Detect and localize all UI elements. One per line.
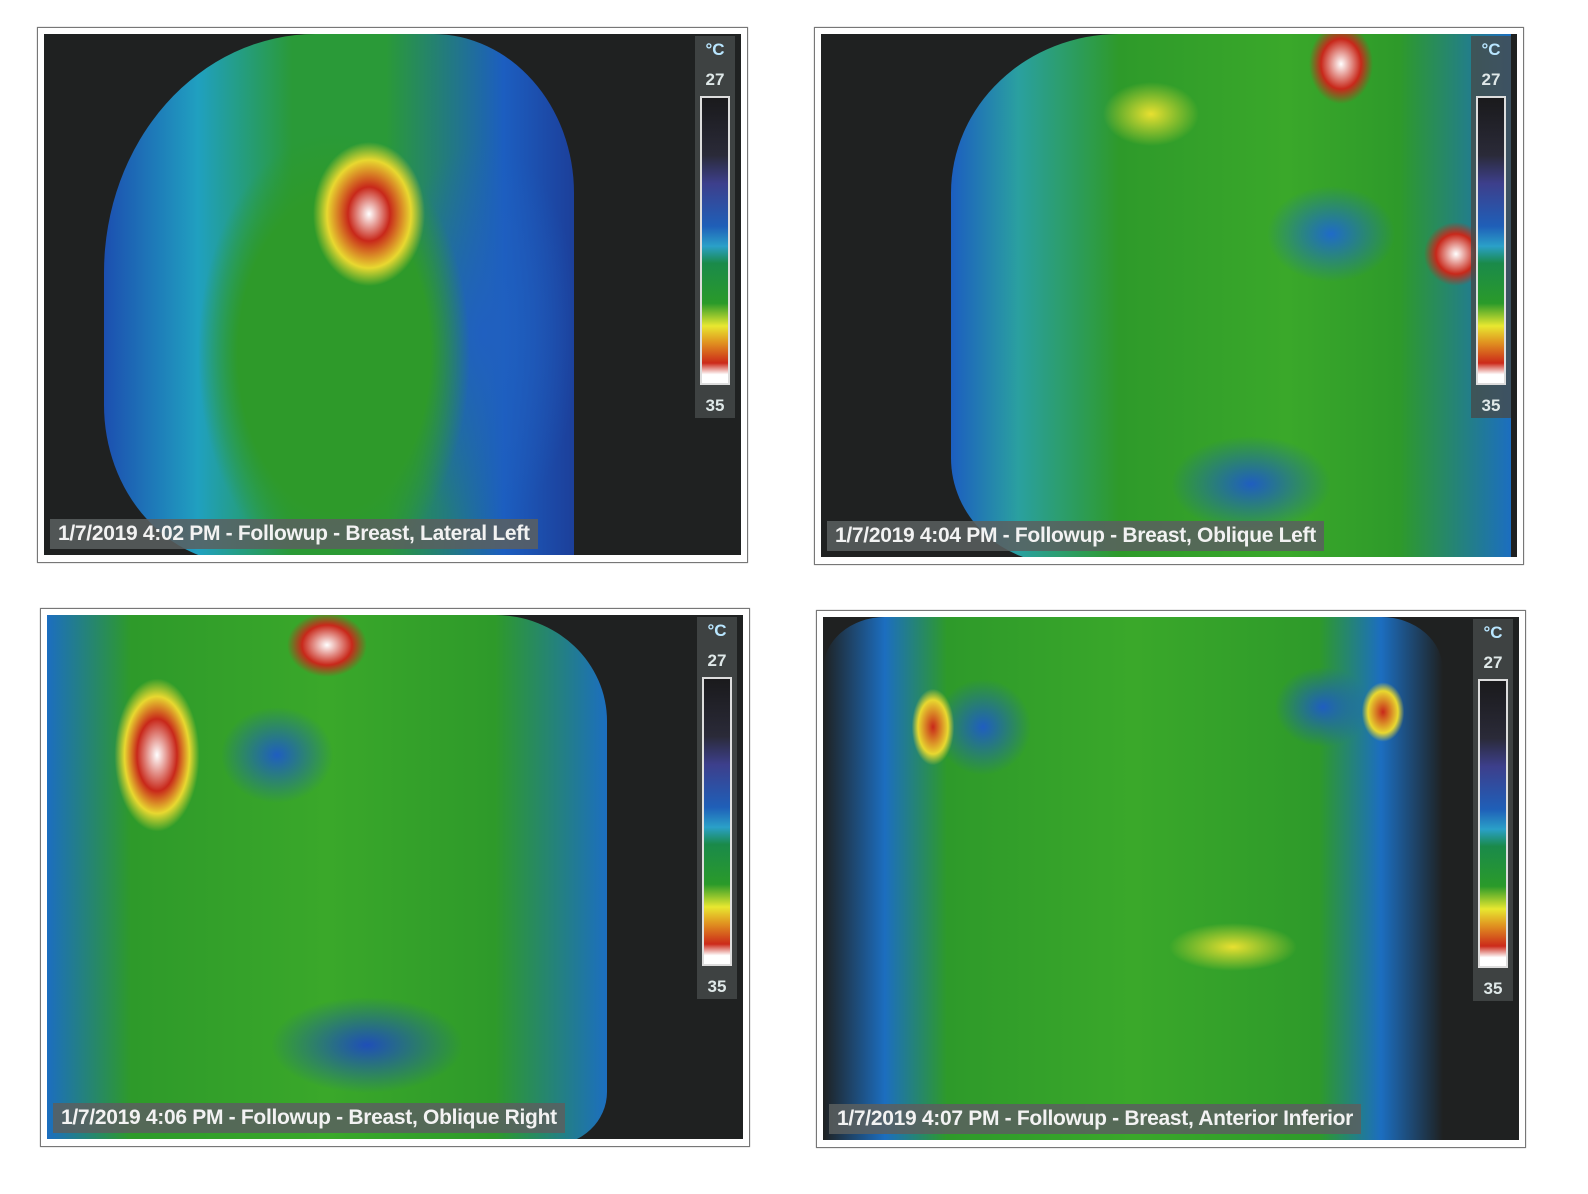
thermal-image-panel: °C 27 35 1/7/2019 4:04 PM - Followup - B… — [814, 27, 1524, 565]
image-caption: 1/7/2019 4:07 PM - Followup - Breast, An… — [829, 1104, 1362, 1134]
temperature-scale: °C 27 35 — [1471, 36, 1511, 418]
scale-max-label: 27 — [707, 651, 727, 670]
thermal-body-map — [951, 34, 1511, 557]
thermal-image-panel: °C 27 35 1/7/2019 4:02 PM - Followup - B… — [37, 27, 748, 563]
image-caption: 1/7/2019 4:06 PM - Followup - Breast, Ob… — [53, 1103, 565, 1133]
thermal-body-map — [104, 34, 574, 555]
color-scale-bar — [1476, 96, 1506, 385]
scale-min-label: 35 — [1481, 396, 1501, 415]
thermal-body-map — [823, 617, 1443, 1140]
scale-min-label: 35 — [1483, 979, 1503, 998]
scale-max-label: 27 — [1481, 70, 1501, 89]
thermal-image: °C 27 35 1/7/2019 4:04 PM - Followup - B… — [821, 34, 1517, 557]
thermal-image-panel: °C 27 35 1/7/2019 4:07 PM - Followup - B… — [816, 610, 1526, 1148]
scale-unit: °C — [705, 40, 725, 59]
scale-unit: °C — [707, 621, 727, 640]
thermal-image-panel: °C 27 35 1/7/2019 4:06 PM - Followup - B… — [40, 608, 750, 1147]
scale-max-label: 27 — [1483, 653, 1503, 672]
thermal-body-map — [47, 615, 607, 1139]
image-caption: 1/7/2019 4:02 PM - Followup - Breast, La… — [50, 519, 538, 549]
thermal-image: °C 27 35 1/7/2019 4:07 PM - Followup - B… — [823, 617, 1519, 1140]
color-scale-bar — [700, 96, 730, 385]
scale-unit: °C — [1483, 623, 1503, 642]
color-scale-bar — [1478, 679, 1508, 968]
scale-unit: °C — [1481, 40, 1501, 59]
scale-min-label: 35 — [707, 977, 727, 996]
scale-max-label: 27 — [705, 70, 725, 89]
thermal-image: °C 27 35 1/7/2019 4:02 PM - Followup - B… — [44, 34, 741, 555]
color-scale-bar — [702, 677, 732, 966]
temperature-scale: °C 27 35 — [695, 36, 735, 418]
image-caption: 1/7/2019 4:04 PM - Followup - Breast, Ob… — [827, 521, 1324, 551]
scale-min-label: 35 — [705, 396, 725, 415]
thermal-image: °C 27 35 1/7/2019 4:06 PM - Followup - B… — [47, 615, 743, 1139]
temperature-scale: °C 27 35 — [697, 617, 737, 999]
temperature-scale: °C 27 35 — [1473, 619, 1513, 1001]
